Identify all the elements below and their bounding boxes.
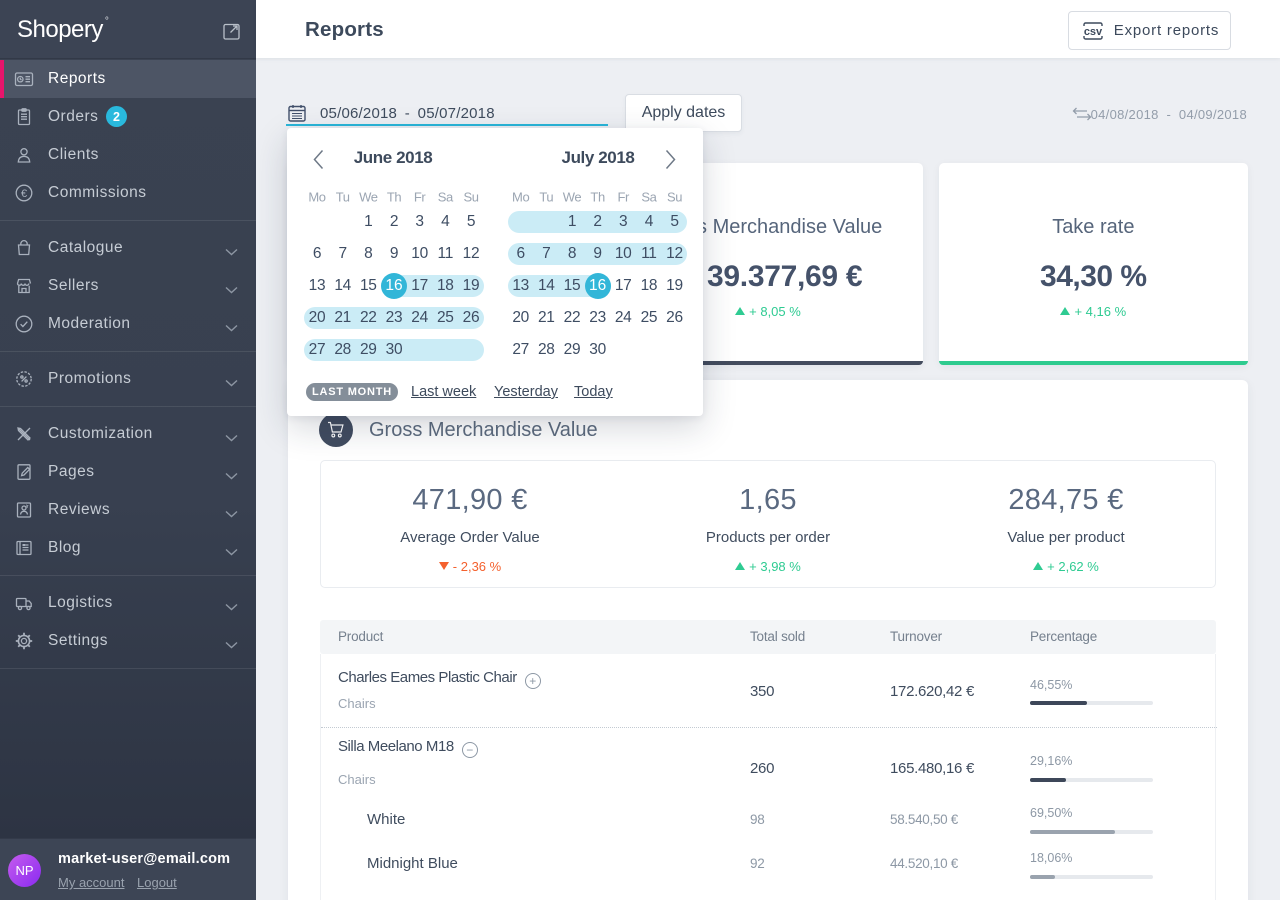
svg-text:csv: csv — [1084, 26, 1103, 38]
svg-text:€: € — [21, 188, 27, 200]
